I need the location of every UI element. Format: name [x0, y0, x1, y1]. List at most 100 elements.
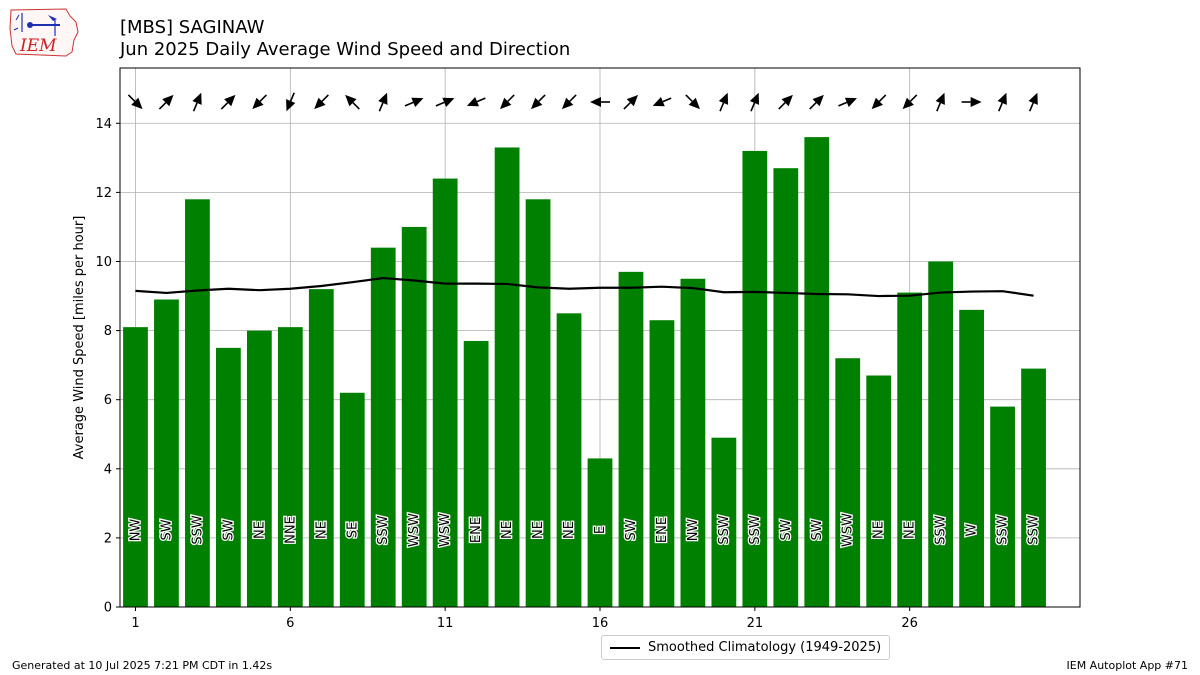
bar-day-15 — [556, 313, 582, 607]
wind-arrow-day-18 — [652, 96, 672, 107]
bar-day-13 — [494, 147, 520, 607]
bars — [123, 137, 1046, 608]
wind-arrow-day-30 — [1028, 92, 1038, 112]
direction-label-day-1: NW — [128, 519, 143, 542]
wind-arrow-day-25 — [871, 94, 887, 110]
wind-arrow-shaft — [936, 102, 942, 112]
wind-arrow-head — [997, 92, 1007, 105]
bar-day-3 — [185, 199, 210, 608]
wind-direction-arrows — [127, 92, 1038, 112]
bar-day-25 — [866, 375, 892, 607]
wind-arrow-head — [378, 92, 388, 105]
bar-day-18 — [649, 320, 675, 607]
wind-arrow-shaft — [476, 97, 486, 103]
bar-day-10 — [401, 226, 427, 607]
wind-arrow-head — [812, 94, 824, 107]
wind-arrow-head — [500, 97, 512, 110]
wind-arrow-shaft — [158, 102, 167, 110]
wind-arrow-head — [781, 94, 793, 107]
wind-arrow-shaft — [719, 102, 725, 112]
wind-arrow-head — [162, 94, 174, 107]
chart-title-station: [MBS] SAGINAW — [120, 17, 265, 38]
x-tick-label: 26 — [901, 616, 918, 631]
generated-timestamp: Generated at 10 Jul 2025 7:21 PM CDT in … — [12, 659, 273, 672]
bar-day-7 — [308, 289, 334, 607]
wind-arrow-day-3 — [192, 92, 202, 112]
direction-label-day-29: SSW — [996, 515, 1011, 545]
bar-day-19 — [680, 278, 706, 607]
bar-day-2 — [154, 299, 179, 607]
bar-day-26 — [897, 292, 923, 607]
iem-logo-graphic: IEM — [9, 8, 79, 57]
wind-arrow-head — [902, 97, 914, 110]
y-tick-label: 4 — [104, 462, 112, 477]
y-tick-label: 0 — [104, 601, 112, 616]
autoplot-app-id: IEM Autoplot App #71 — [1066, 659, 1189, 672]
x-tick-label: 21 — [747, 616, 764, 631]
y-tick-label: 10 — [95, 255, 112, 270]
wind-arrow-shaft — [259, 94, 267, 102]
chart-title-period: Jun 2025 Daily Average Wind Speed and Di… — [120, 39, 571, 60]
wind-arrow-shaft — [378, 102, 384, 112]
direction-label-day-20: SSW — [717, 515, 732, 545]
wind-arrow-head — [1028, 92, 1038, 105]
direction-label-day-28: W — [965, 523, 980, 536]
direction-label-day-13: NE — [500, 521, 515, 539]
direction-label-day-4: SW — [221, 519, 236, 540]
wind-arrow-head — [590, 97, 601, 107]
y-tick-label: 12 — [95, 186, 112, 201]
x-tick-label: 11 — [437, 616, 454, 631]
wind-arrow-shaft — [220, 102, 229, 110]
wind-arrow-head — [749, 92, 760, 105]
bar-day-29 — [990, 406, 1015, 607]
direction-label-day-15: NE — [562, 521, 577, 539]
wind-arrow-day-14 — [530, 94, 546, 110]
wind-arrow-head — [871, 97, 883, 110]
direction-label-day-16: E — [593, 526, 608, 534]
wind-arrow-day-20 — [718, 92, 729, 112]
wind-arrow-head — [718, 92, 729, 105]
wind-arrow-head — [411, 97, 424, 108]
wind-arrow-day-2 — [158, 94, 174, 110]
legend: Smoothed Climatology (1949-2025) — [601, 635, 891, 660]
wind-arrow-day-24 — [838, 97, 857, 108]
direction-label-day-11: WSW — [438, 513, 453, 547]
wind-arrow-head — [442, 97, 455, 108]
wind-arrow-head — [192, 92, 202, 105]
direction-label-day-26: NE — [903, 521, 918, 539]
bar-day-14 — [525, 199, 551, 608]
bar-day-20 — [711, 437, 737, 607]
direction-label-day-10: WSW — [407, 513, 422, 547]
wind-arrow-head — [935, 92, 945, 105]
bar-day-4 — [216, 347, 241, 607]
wind-arrow-shaft — [352, 102, 360, 110]
wind-arrow-shaft — [127, 94, 136, 102]
wind-arrow-day-26 — [902, 94, 918, 110]
wind-arrow-head — [131, 97, 143, 110]
bar-day-17 — [618, 271, 644, 607]
wind-arrow-shaft — [507, 94, 515, 102]
wind-arrow-head — [466, 96, 479, 107]
bar-day-16 — [587, 458, 613, 607]
wind-arrow-shaft — [192, 102, 198, 112]
wind-arrow-day-5 — [252, 94, 267, 110]
wind-arrow-head — [252, 97, 264, 110]
bar-day-21 — [742, 150, 768, 607]
y-tick-label: 8 — [104, 324, 112, 339]
direction-label-day-14: NE — [531, 521, 546, 539]
bar-day-22 — [773, 168, 799, 607]
direction-label-day-2: SW — [159, 519, 174, 540]
wind-arrow-head — [652, 96, 665, 107]
bar-day-9 — [370, 247, 396, 607]
wind-arrow-day-17 — [623, 94, 639, 110]
direction-label-day-30: SSW — [1027, 515, 1042, 545]
direction-label-day-3: SSW — [190, 515, 205, 545]
wind-arrow-shaft — [685, 94, 693, 102]
wind-arrow-shaft — [569, 94, 577, 102]
legend-line-swatch — [610, 646, 640, 649]
wind-arrow-day-10 — [404, 97, 424, 108]
wind-arrow-head — [844, 97, 857, 108]
bar-day-1 — [123, 327, 148, 607]
x-tick-label: 6 — [286, 616, 294, 631]
